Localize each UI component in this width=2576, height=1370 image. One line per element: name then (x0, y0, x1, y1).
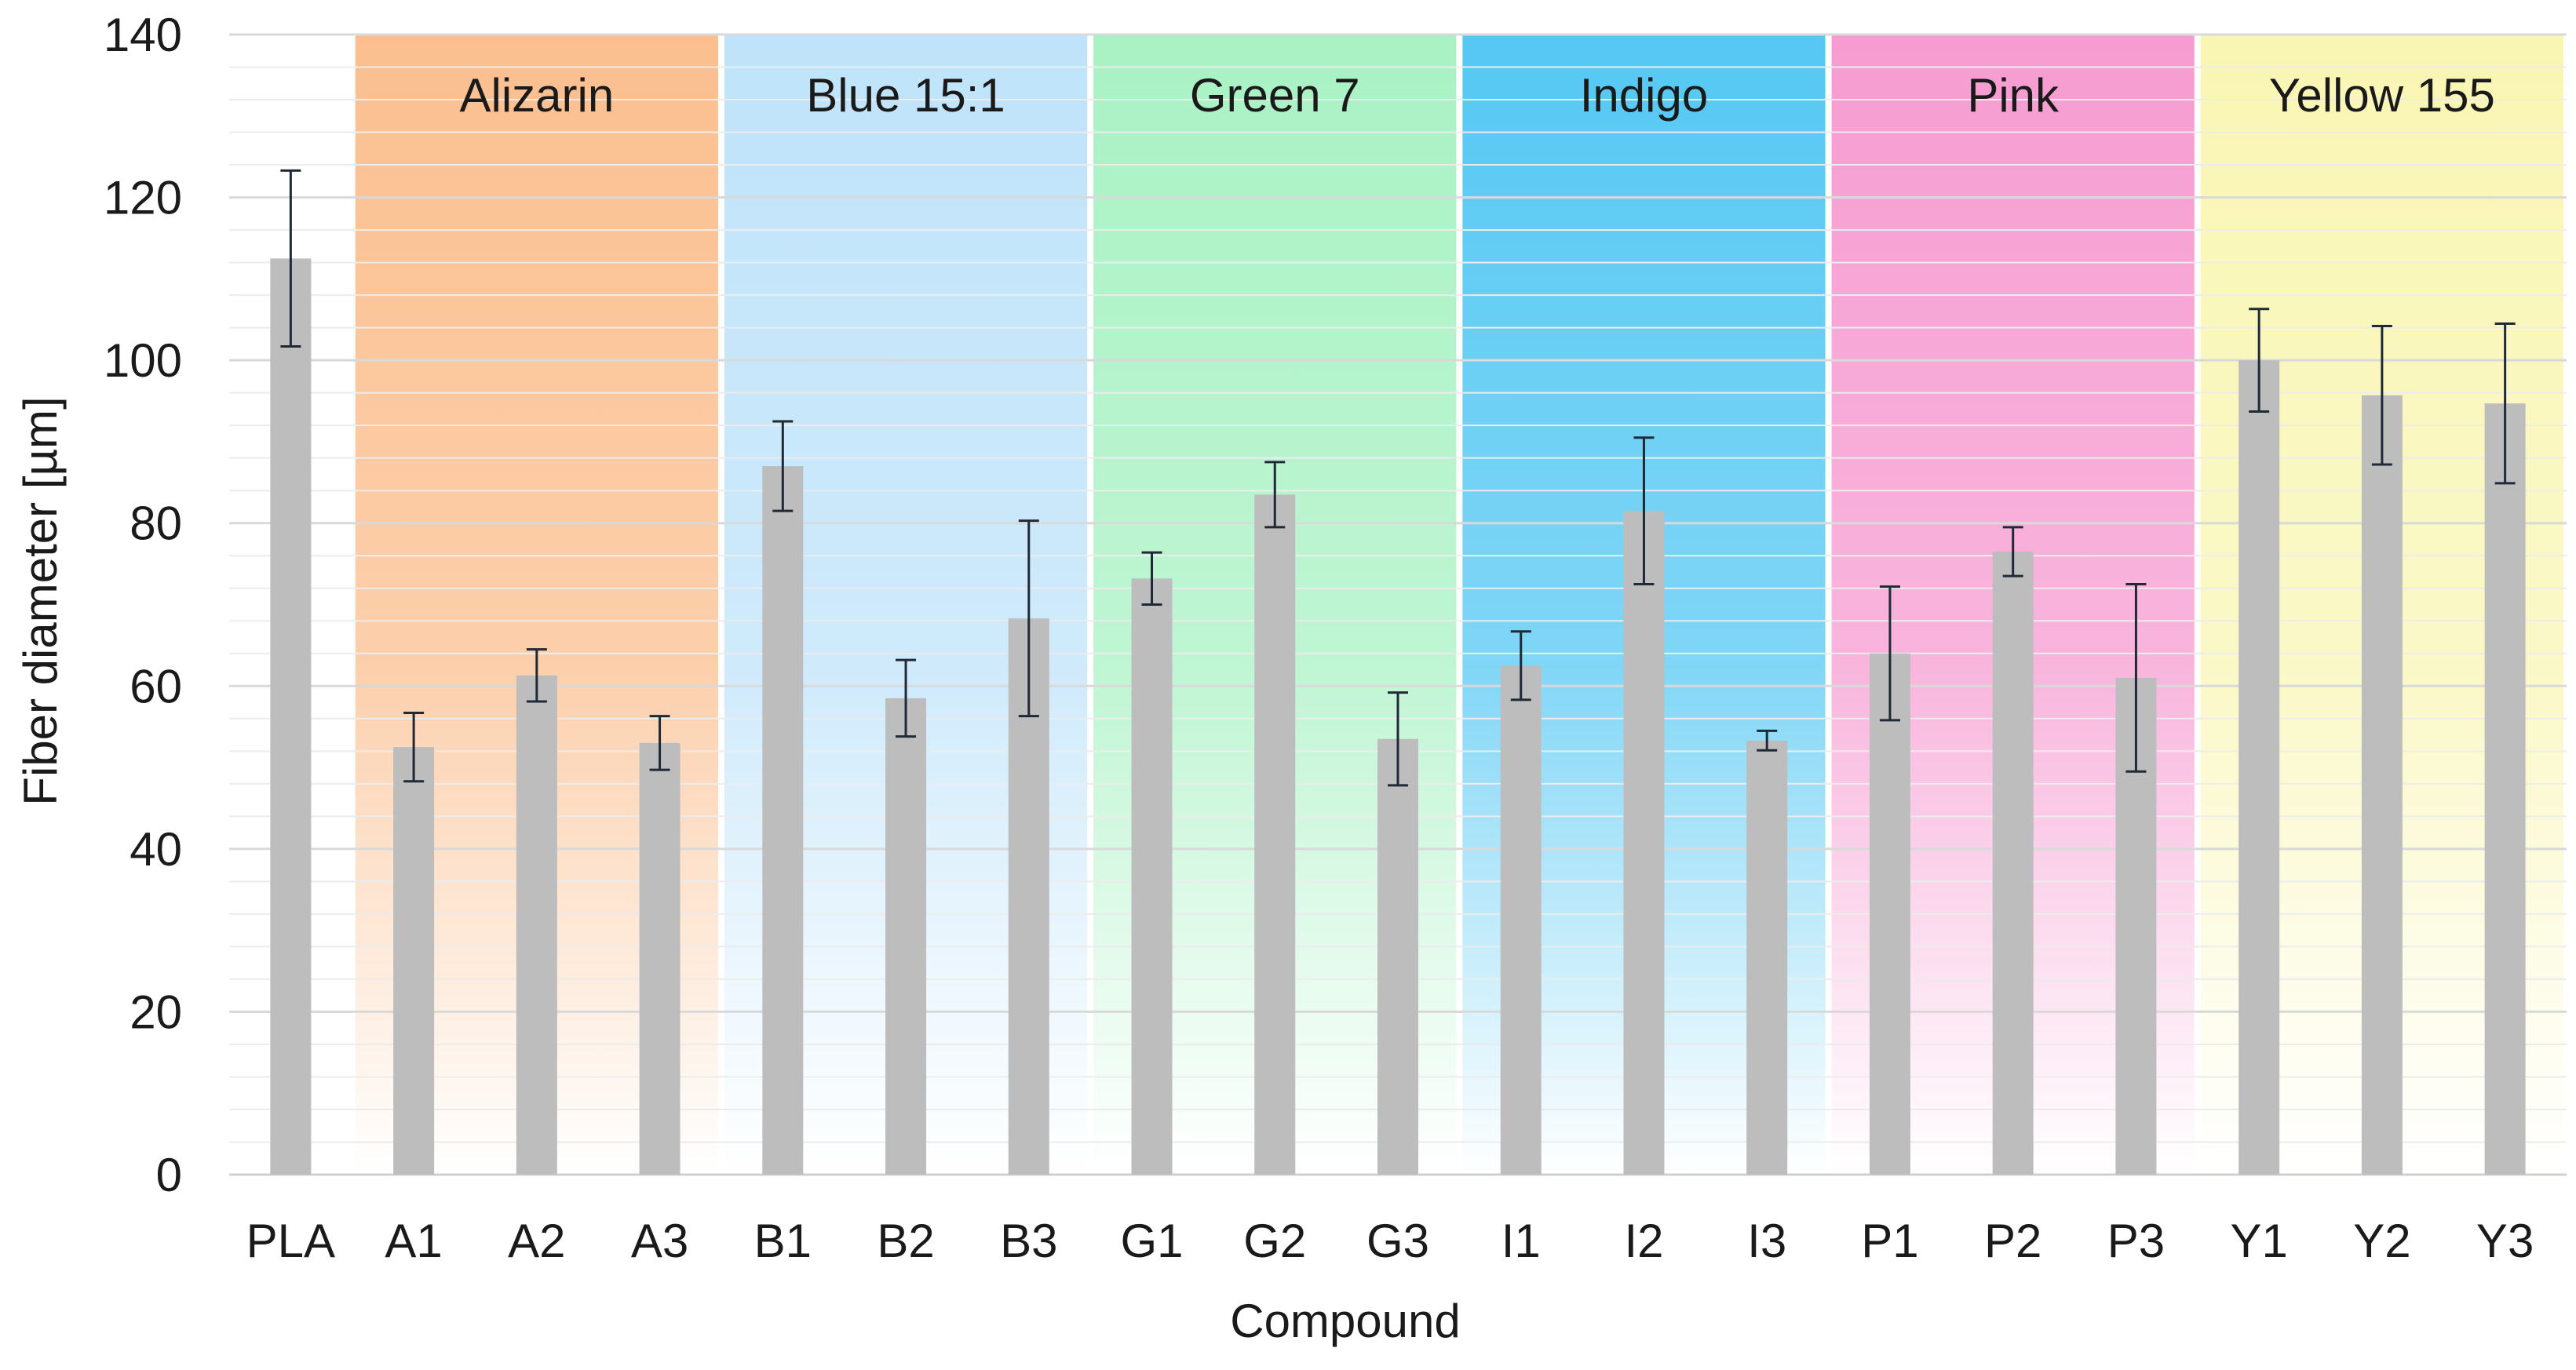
y-tick-label: 0 (156, 1149, 182, 1201)
bar-y1 (2238, 360, 2280, 1175)
group-label: Blue 15:1 (806, 69, 1005, 122)
x-tick-label: I2 (1624, 1215, 1663, 1267)
error-bar-b1 (772, 420, 794, 512)
bars (270, 258, 2526, 1175)
x-tick-label: P1 (1861, 1215, 1918, 1267)
bar-b2 (885, 698, 927, 1175)
bar-y2 (2361, 395, 2403, 1175)
group-bands (355, 35, 2563, 1175)
y-tick-label: 80 (130, 497, 182, 550)
bar-g3 (1377, 738, 1418, 1175)
y-tick-label: 100 (104, 334, 182, 387)
y-tick-label: 60 (130, 660, 182, 712)
group-label: Yellow 155 (2269, 69, 2495, 122)
error-bar-a3 (649, 715, 670, 771)
bar-b1 (762, 466, 804, 1175)
bar-p2 (1992, 552, 2034, 1175)
error-bar-i1 (1510, 630, 1531, 701)
bar-a3 (639, 742, 680, 1175)
y-axis-title: Fiber diameter [µm] (14, 396, 67, 805)
x-axis-ticks: PLA A1 A2 A3 B1 B2 B3 G1 G2 G3 I1 I2 I3 P1 P2 P3 Y1 Y2 Y3 (246, 1215, 2534, 1267)
x-tick-label: Y2 (2353, 1215, 2410, 1267)
bar-i3 (1746, 740, 1788, 1175)
error-bar-b2 (896, 658, 917, 738)
bar-g2 (1254, 494, 1296, 1175)
error-bar-pla (280, 169, 301, 348)
y-tick-label: 20 (130, 986, 182, 1038)
x-axis-title: Compound (1230, 1295, 1461, 1347)
error-bar-a2 (526, 648, 547, 703)
x-tick-label: G1 (1121, 1215, 1184, 1267)
x-tick-label: P2 (1984, 1215, 2041, 1267)
bar-pla (270, 258, 312, 1175)
error-bar-g1 (1141, 551, 1162, 606)
x-tick-label: PLA (246, 1215, 335, 1267)
error-bars (280, 169, 2516, 787)
error-bar-y2 (2371, 325, 2392, 466)
x-tick-label: A2 (508, 1215, 565, 1267)
error-bar-g2 (1264, 461, 1286, 529)
error-bar-p1 (1879, 585, 1900, 722)
error-bar-p2 (2002, 526, 2023, 578)
x-tick-label: B3 (1000, 1215, 1057, 1267)
error-bar-p3 (2125, 583, 2147, 773)
error-bar-i2 (1633, 436, 1655, 586)
group-label: Indigo (1580, 69, 1708, 122)
x-tick-label: I1 (1501, 1215, 1541, 1267)
bar-a2 (516, 675, 557, 1175)
bar-i2 (1623, 511, 1665, 1175)
y-tick-label: 40 (130, 823, 182, 876)
bar-a1 (393, 747, 435, 1175)
y-tick-label: 120 (104, 172, 182, 224)
x-tick-label: B1 (754, 1215, 812, 1267)
error-bar-y1 (2249, 308, 2270, 414)
x-tick-label: G3 (1366, 1215, 1429, 1267)
group-label: Alizarin (459, 69, 614, 122)
group-label: Green 7 (1190, 69, 1360, 122)
bar-g1 (1131, 578, 1173, 1175)
x-tick-label: A3 (631, 1215, 688, 1267)
x-tick-label: Y1 (2230, 1215, 2287, 1267)
group-label: Pink (1967, 69, 2060, 122)
bar-i1 (1500, 665, 1542, 1175)
error-bar-a1 (403, 712, 425, 783)
bar-y3 (2484, 403, 2526, 1175)
error-bar-y3 (2494, 322, 2516, 485)
x-tick-label: I3 (1747, 1215, 1786, 1267)
y-tick-label: 140 (104, 9, 182, 61)
x-tick-label: P3 (2107, 1215, 2165, 1267)
x-tick-label: Y3 (2476, 1215, 2534, 1267)
error-bar-i3 (1757, 729, 1778, 752)
bar-p1 (1869, 653, 1910, 1175)
x-tick-label: A1 (385, 1215, 442, 1267)
error-bar-g3 (1388, 691, 1408, 787)
group-labels: Alizarin Blue 15:1 Green 7 Indigo Pink Yellow… (459, 69, 2494, 122)
y-axis-ticks: 0 20 40 60 80 100 120 140 (104, 9, 182, 1201)
error-bar-b3 (1018, 519, 1039, 718)
x-tick-label: B2 (877, 1215, 934, 1267)
x-tick-label: G2 (1243, 1215, 1306, 1267)
